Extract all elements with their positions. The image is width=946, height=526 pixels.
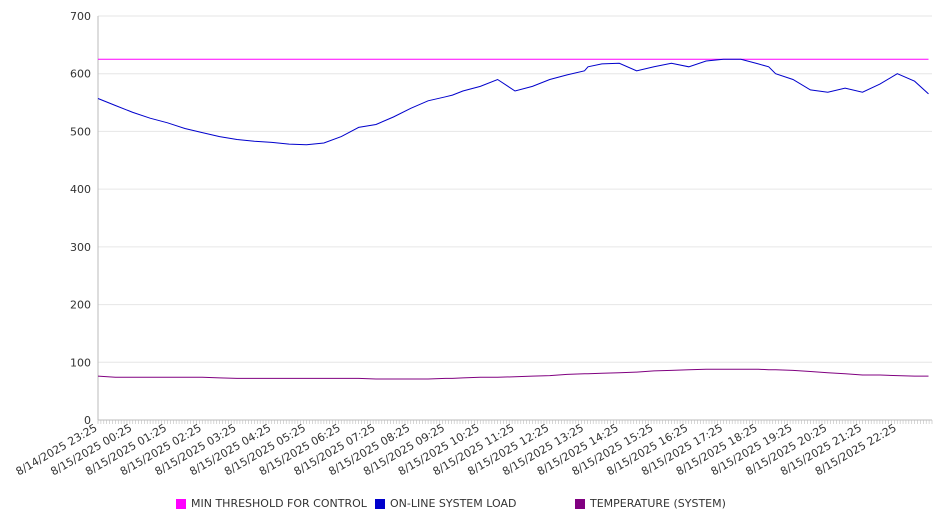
y-tick-label: 500 (70, 125, 91, 138)
legend: MIN THRESHOLD FOR CONTROL ON-LINE SYSTEM… (0, 497, 946, 517)
axes (97, 16, 933, 424)
y-tick-label: 200 (70, 299, 91, 312)
y-tick-label: 100 (70, 356, 91, 369)
y-tick-label: 700 (70, 10, 91, 23)
legend-swatch-temperature (575, 498, 585, 509)
y-axis-tick-labels: 0 100 200 300 400 500 600 700 (70, 10, 91, 427)
series-lines (97, 58, 929, 380)
legend-label-threshold: MIN THRESHOLD FOR CONTROL (191, 497, 367, 510)
y-tick-label: 400 (70, 183, 91, 196)
legend-label-temperature: TEMPERATURE (SYSTEM) (590, 497, 726, 510)
y-tick-label: 300 (70, 241, 91, 254)
legend-swatch-threshold (176, 498, 186, 509)
y-tick-label: 0 (84, 414, 91, 427)
series-line-1 (97, 58, 929, 146)
legend-item-load[interactable]: ON-LINE SYSTEM LOAD (375, 497, 516, 510)
legend-item-threshold[interactable]: MIN THRESHOLD FOR CONTROL (176, 497, 367, 510)
gridlines (98, 15, 932, 363)
legend-swatch-load (375, 498, 385, 509)
y-tick-label: 600 (70, 68, 91, 81)
series-line-2 (97, 368, 929, 380)
legend-label-load: ON-LINE SYSTEM LOAD (390, 497, 517, 510)
x-axis-tick-labels: 8/14/2025 23:258/15/2025 00:258/15/2025 … (14, 421, 899, 478)
legend-item-temperature[interactable]: TEMPERATURE (SYSTEM) (575, 497, 726, 510)
